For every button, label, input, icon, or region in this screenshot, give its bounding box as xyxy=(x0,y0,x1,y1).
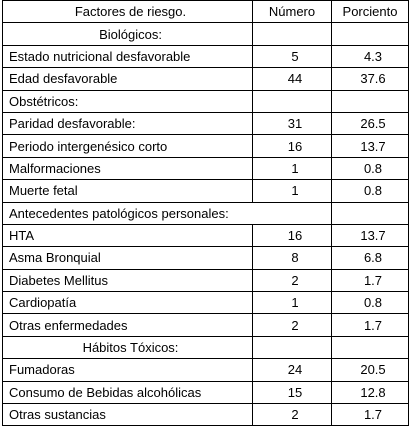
row-label: Muerte fetal xyxy=(2,179,253,203)
row-number: 5 xyxy=(252,44,332,69)
empty-cell xyxy=(331,89,409,113)
row-label: Cardiopatía xyxy=(2,291,253,315)
row-percent: 12.8 xyxy=(331,380,409,405)
group-row-habitos-toxicos: Hábitos Tóxicos: xyxy=(2,335,409,360)
row-number: 44 xyxy=(252,67,332,91)
row-label: Diabetes Mellitus xyxy=(2,268,253,293)
row-number: 16 xyxy=(252,134,332,158)
row-percent: 13.7 xyxy=(331,223,409,248)
row-percent: 13.7 xyxy=(331,134,409,158)
table-row: Otras sustancias 2 1.7 xyxy=(2,403,409,427)
row-percent: 26.5 xyxy=(331,111,409,136)
table-row: Muerte fetal 1 0.8 xyxy=(2,179,409,203)
group-name: Obstétricos: xyxy=(2,89,253,113)
group-name: Hábitos Tóxicos: xyxy=(2,335,253,360)
row-percent: 4.3 xyxy=(331,44,409,69)
table-row: Asma Bronquial 8 6.8 xyxy=(2,246,409,270)
row-percent: 0.8 xyxy=(331,179,409,203)
row-percent: 20.5 xyxy=(331,358,409,382)
group-row-biologicos: Biológicos: xyxy=(2,22,409,46)
table-row: Diabetes Mellitus 2 1.7 xyxy=(2,268,409,293)
table-row: Fumadoras 24 20.5 xyxy=(2,358,409,382)
header-number: Número xyxy=(252,0,332,24)
row-percent: 1.7 xyxy=(331,313,409,337)
row-number: 1 xyxy=(252,179,332,203)
row-number: 2 xyxy=(252,403,332,427)
row-number: 15 xyxy=(252,380,332,405)
row-number: 24 xyxy=(252,358,332,382)
header-factors: Factores de riesgo. xyxy=(2,0,253,24)
row-number: 2 xyxy=(252,313,332,337)
table-row: Estado nutricional desfavorable 5 4.3 xyxy=(2,44,409,69)
row-number: 8 xyxy=(252,246,332,270)
row-label: Paridad desfavorable: xyxy=(2,111,253,136)
table-row: Malformaciones 1 0.8 xyxy=(2,156,409,181)
row-label: Fumadoras xyxy=(2,358,253,382)
table-row: Paridad desfavorable: 31 26.5 xyxy=(2,111,409,136)
row-number: 1 xyxy=(252,291,332,315)
row-percent: 0.8 xyxy=(331,156,409,181)
row-label: HTA xyxy=(2,223,253,248)
row-number: 16 xyxy=(252,223,332,248)
row-number: 1 xyxy=(252,156,332,181)
row-label: Estado nutricional desfavorable xyxy=(2,44,253,69)
empty-cell xyxy=(252,335,332,360)
row-percent: 6.8 xyxy=(331,246,409,270)
empty-cell xyxy=(252,89,332,113)
group-row-obstetricos: Obstétricos: xyxy=(2,89,409,113)
group-row-antecedentes: Antecedentes patológicos personales: xyxy=(2,201,409,225)
row-label: Otras sustancias xyxy=(2,403,253,427)
row-percent: 1.7 xyxy=(331,268,409,293)
table-row: Periodo intergenésico corto 16 13.7 xyxy=(2,134,409,158)
row-label: Malformaciones xyxy=(2,156,253,181)
empty-cell xyxy=(331,335,409,360)
table-row: Otras enfermedades 2 1.7 xyxy=(2,313,409,337)
empty-cell xyxy=(331,201,409,225)
row-label: Edad desfavorable xyxy=(2,67,253,91)
header-percent: Porciento xyxy=(331,0,409,24)
header-row: Factores de riesgo. Número Porciento xyxy=(2,0,409,24)
row-percent: 1.7 xyxy=(331,403,409,427)
row-label: Consumo de Bebidas alcohólicas xyxy=(2,380,253,405)
table-row: Cardiopatía 1 0.8 xyxy=(2,291,409,315)
row-label: Asma Bronquial xyxy=(2,246,253,270)
group-name: Antecedentes patológicos personales: xyxy=(2,201,332,225)
row-number: 31 xyxy=(252,111,332,136)
table-row: Consumo de Bebidas alcohólicas 15 12.8 xyxy=(2,380,409,405)
group-name: Biológicos: xyxy=(2,22,253,46)
row-percent: 37.6 xyxy=(331,67,409,91)
row-percent: 0.8 xyxy=(331,291,409,315)
empty-cell xyxy=(252,22,332,46)
row-label: Periodo intergenésico corto xyxy=(2,134,253,158)
row-label: Otras enfermedades xyxy=(2,313,253,337)
empty-cell xyxy=(331,22,409,46)
row-number: 2 xyxy=(252,268,332,293)
table-row: HTA 16 13.7 xyxy=(2,223,409,248)
table-row: Edad desfavorable 44 37.6 xyxy=(2,67,409,91)
